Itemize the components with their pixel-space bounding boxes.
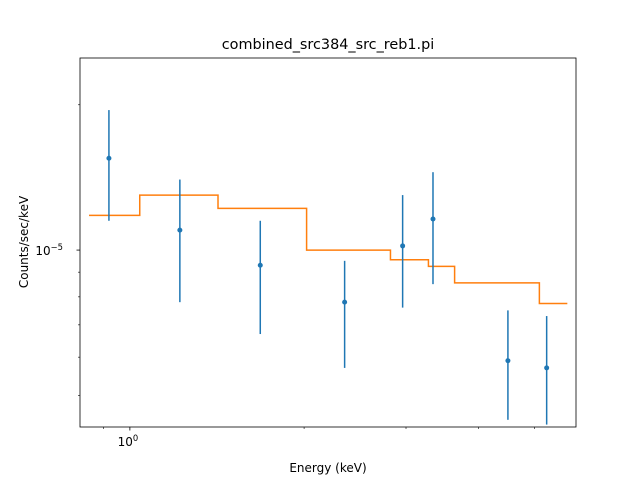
y-tick-label: 10−5 — [35, 242, 63, 258]
model-step-line — [89, 194, 568, 305]
y-axis-label: Counts/sec/keV — [17, 195, 31, 288]
chart-title: combined_src384_src_reb1.pi — [222, 37, 435, 53]
data-point — [106, 155, 112, 161]
data-point — [400, 243, 406, 249]
x-tick-label: 100 — [118, 433, 139, 449]
data-point — [505, 358, 511, 364]
plot-area — [89, 110, 568, 425]
plot-frame — [79, 57, 577, 428]
x-axis-label: Energy (keV) — [289, 461, 366, 475]
data-point — [342, 299, 348, 305]
data-point — [430, 216, 436, 222]
data-point — [177, 227, 183, 233]
data-point — [257, 262, 263, 268]
data-point — [544, 365, 550, 371]
